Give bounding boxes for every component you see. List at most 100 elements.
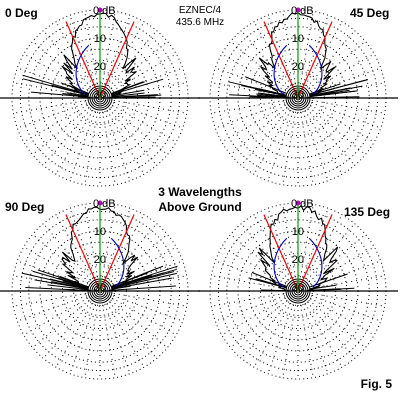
half-power-line bbox=[65, 21, 101, 99]
ring-label: 0 dB bbox=[93, 198, 116, 210]
grid-spoke bbox=[110, 299, 168, 348]
grid-spoke bbox=[241, 223, 290, 281]
grid-spoke bbox=[110, 106, 168, 155]
grid-spoke bbox=[108, 108, 157, 166]
ground-sidelobe bbox=[309, 286, 320, 290]
half-power-line bbox=[297, 214, 333, 292]
grid-spoke bbox=[267, 110, 294, 181]
grid-spoke bbox=[113, 292, 187, 307]
ring-label: 10 bbox=[94, 226, 106, 238]
grid-spoke bbox=[308, 299, 366, 348]
ground-sidelobe bbox=[70, 284, 89, 290]
panel-title-45: 45 Deg bbox=[350, 6, 389, 20]
figure-label: Fig. 5 bbox=[361, 377, 393, 391]
ground-sidelobe bbox=[251, 272, 288, 287]
peak-marker bbox=[295, 7, 301, 13]
ground-sidelobe bbox=[76, 91, 89, 96]
ground-sidelobe bbox=[111, 93, 121, 96]
grid-spoke bbox=[311, 292, 385, 307]
ground-sidelobe bbox=[111, 89, 144, 97]
grid-spoke bbox=[113, 99, 187, 114]
software-label: EZNEC/4 bbox=[179, 5, 222, 16]
secondary-pattern-curve bbox=[308, 44, 323, 95]
grid-spoke bbox=[230, 299, 288, 348]
panel-title-90: 90 Deg bbox=[5, 200, 44, 214]
grid-spoke bbox=[241, 301, 290, 359]
ring-label: 30 bbox=[292, 89, 304, 101]
ground-sidelobe bbox=[266, 94, 287, 98]
ground-sidelobe bbox=[309, 284, 337, 290]
ring-label: 10 bbox=[292, 33, 304, 45]
grid-spoke bbox=[104, 110, 131, 181]
ground-sidelobe bbox=[111, 94, 158, 98]
ground-sidelobe bbox=[309, 288, 340, 291]
grid-spoke bbox=[69, 303, 96, 374]
ring-label: 20 bbox=[94, 254, 106, 266]
grid-spoke bbox=[108, 301, 157, 359]
polar-plot: 0 dB 10 20 30 bbox=[198, 5, 398, 187]
ground-sidelobe bbox=[111, 96, 156, 99]
ground-sidelobe bbox=[110, 265, 164, 288]
grid-spoke bbox=[306, 301, 355, 359]
grid-spoke bbox=[306, 30, 355, 88]
ground-sidelobe bbox=[37, 269, 89, 288]
ring-label: 10 bbox=[94, 33, 106, 45]
grid-spoke bbox=[32, 106, 90, 155]
ground-sidelobe bbox=[47, 284, 89, 291]
half-power-line bbox=[99, 214, 135, 292]
polar-plot: 0 dB 10 20 30 bbox=[198, 198, 398, 380]
ground-sidelobe bbox=[309, 96, 360, 99]
grid-spoke bbox=[230, 106, 288, 155]
ground-sidelobe bbox=[34, 279, 89, 290]
ground-sidelobe bbox=[111, 272, 177, 289]
ground-sidelobe bbox=[62, 92, 89, 98]
half-power-line bbox=[297, 21, 333, 99]
grid-spoke bbox=[43, 108, 92, 166]
ground-sidelobe bbox=[60, 82, 89, 95]
peak-marker bbox=[97, 7, 103, 13]
secondary-pattern-curve bbox=[75, 44, 90, 95]
peak-marker bbox=[295, 200, 301, 206]
ring-label: 10 bbox=[292, 226, 304, 238]
half-power-line bbox=[263, 21, 299, 99]
panel-title-135: 135 Deg bbox=[344, 205, 390, 219]
ground-sidelobe bbox=[111, 265, 178, 288]
grid-spoke bbox=[308, 106, 366, 155]
ring-label: 30 bbox=[292, 282, 304, 294]
frequency-label: 435.6 MHz bbox=[176, 17, 224, 28]
grid-spoke bbox=[32, 299, 90, 348]
grid-spoke bbox=[302, 110, 329, 181]
grid-spoke bbox=[108, 30, 157, 88]
grid-spoke bbox=[13, 99, 87, 114]
plots-layer: 0 dB 10 20 30 0 dB 10 20 30 0 dB 10 20 30 0 dB 10 20 30 bbox=[0, 5, 398, 380]
ground-sidelobe bbox=[254, 88, 287, 97]
grid-spoke bbox=[84, 111, 99, 185]
ground-sidelobe bbox=[309, 79, 366, 96]
grid-spoke bbox=[84, 304, 99, 378]
ground-sidelobe bbox=[111, 91, 122, 96]
grid-spoke bbox=[43, 301, 92, 359]
ground-sidelobe bbox=[25, 287, 89, 291]
ground-sidelobe bbox=[22, 74, 89, 96]
ground-sidelobe bbox=[229, 94, 287, 98]
half-power-line bbox=[263, 214, 299, 292]
ring-label: 0 dB bbox=[291, 198, 314, 210]
grid-spoke bbox=[211, 99, 285, 114]
ground-sidelobe bbox=[111, 277, 173, 290]
polar-plot: 0 dB 10 20 30 bbox=[0, 198, 200, 380]
ground-sidelobe bbox=[110, 87, 127, 95]
grid-spoke bbox=[306, 223, 355, 281]
pattern-outline bbox=[258, 12, 336, 99]
ring-label: 0 dB bbox=[291, 5, 314, 17]
ring-label: 20 bbox=[292, 61, 304, 73]
polar-plot: 0 dB 10 20 30 bbox=[0, 5, 200, 187]
grid-spoke bbox=[84, 204, 99, 278]
grid-spoke bbox=[241, 30, 290, 88]
ground-sidelobe bbox=[77, 96, 89, 98]
grid-spoke bbox=[241, 108, 290, 166]
grid-spoke bbox=[104, 208, 131, 279]
secondary-pattern-curve bbox=[273, 237, 288, 288]
grid-spoke bbox=[302, 208, 329, 279]
half-power-line bbox=[99, 21, 135, 99]
